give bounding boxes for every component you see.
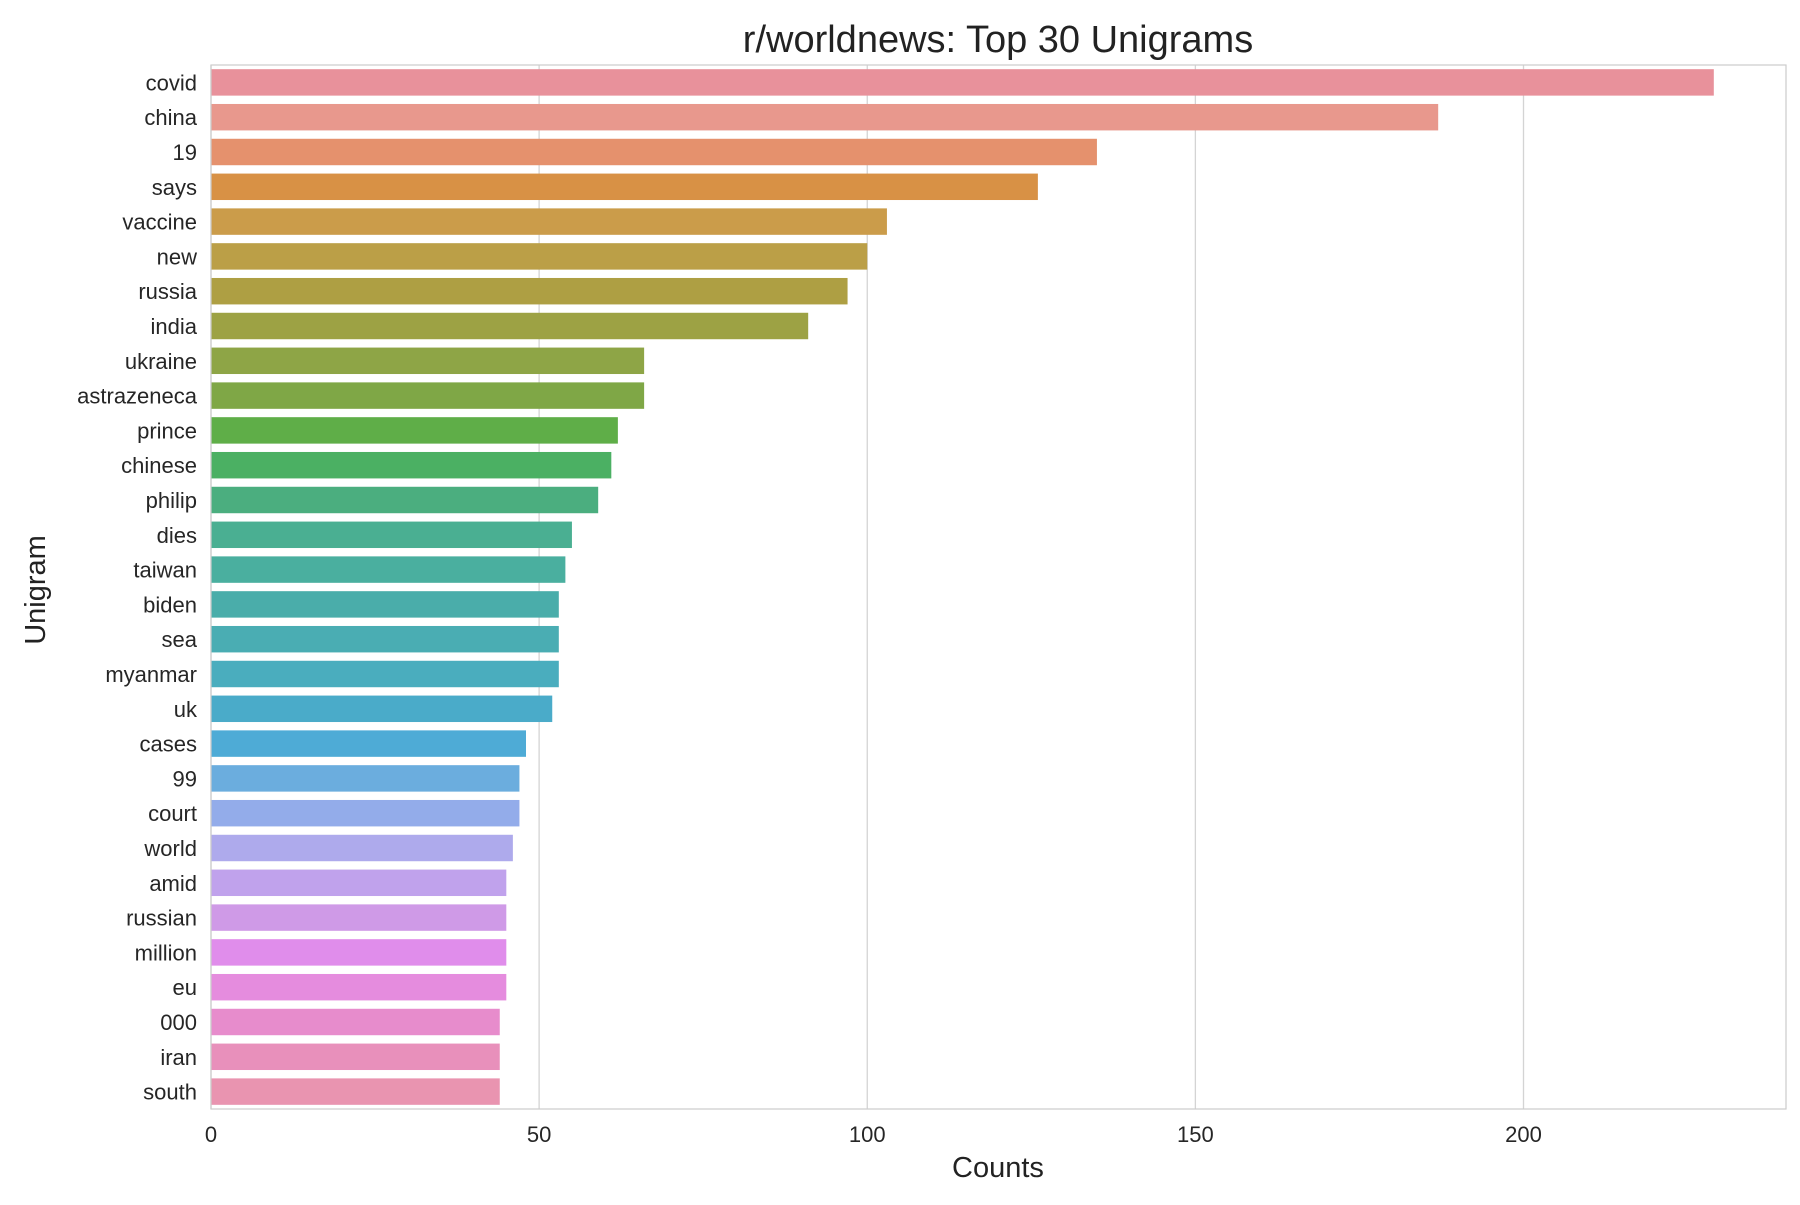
y-tick-label: world: [143, 836, 197, 861]
bar-eu: [211, 973, 507, 1001]
bar-iran: [211, 1043, 500, 1071]
bar-dies: [211, 521, 572, 549]
x-axis-label: Counts: [952, 1152, 1044, 1184]
bar-india: [211, 312, 809, 340]
y-tick-label: philip: [146, 488, 197, 513]
y-tick-label: 000: [160, 1010, 197, 1035]
bar-99: [211, 765, 520, 792]
bar-taiwan: [211, 556, 566, 583]
y-tick-label: 99: [173, 766, 197, 791]
bars: [211, 69, 1714, 1105]
y-tick-label: china: [144, 105, 197, 130]
y-tick-label: uk: [174, 697, 198, 722]
y-tick-label: vaccine: [122, 210, 197, 235]
y-tick-label: sea: [162, 627, 198, 652]
bar-sea: [211, 625, 559, 653]
x-tick-label: 100: [849, 1122, 886, 1147]
y-tick-label: biden: [143, 592, 197, 617]
bar-russia: [211, 277, 848, 305]
chart-title: r/worldnews: Top 30 Unigrams: [743, 19, 1253, 61]
x-tick-label: 150: [1177, 1122, 1214, 1147]
bar-chinese: [211, 451, 612, 479]
bar-19: [211, 138, 1097, 166]
y-tick-label: court: [148, 801, 197, 826]
bar-biden: [211, 591, 559, 618]
y-tick-label: 19: [173, 140, 197, 165]
y-tick-label: astrazeneca: [77, 384, 198, 409]
x-tick-label: 0: [205, 1122, 217, 1147]
bar-china: [211, 103, 1439, 131]
y-tick-label: iran: [160, 1045, 197, 1070]
y-tick-label: new: [157, 244, 197, 269]
y-tick-label: russian: [126, 906, 197, 931]
bar-000: [211, 1008, 500, 1036]
y-tick-label: dies: [157, 523, 197, 548]
bar-cases: [211, 730, 526, 757]
bar-world: [211, 834, 513, 862]
y-tick-label: myanmar: [105, 662, 197, 687]
bar-covid: [211, 69, 1714, 96]
y-tick-label: prince: [137, 418, 197, 443]
y-tick-label: taiwan: [133, 558, 197, 583]
bar-south: [211, 1078, 500, 1105]
bar-myanmar: [211, 660, 559, 688]
bar-court: [211, 799, 520, 827]
y-tick-label: india: [151, 314, 198, 339]
y-tick-label: ukraine: [125, 349, 197, 374]
bar-vaccine: [211, 208, 887, 235]
y-tick-label: covid: [146, 70, 197, 95]
plot-frame: [210, 64, 1787, 1110]
bar-amid: [211, 869, 507, 897]
x-tick-label: 50: [527, 1122, 551, 1147]
bar-says: [211, 173, 1038, 201]
y-tick-label: eu: [173, 975, 197, 1000]
bar-astrazeneca: [211, 382, 645, 409]
y-tick-label: million: [135, 940, 197, 965]
y-tick-label: cases: [140, 732, 197, 757]
bar-million: [211, 939, 507, 966]
y-axis-label: Unigram: [20, 535, 52, 645]
bar-new: [211, 243, 868, 270]
x-tick-labels: 0 50 100 150 200: [205, 1122, 1542, 1147]
bar-russian: [211, 904, 507, 931]
y-tick-label: says: [152, 175, 197, 200]
y-tick-label: chinese: [121, 453, 197, 478]
bar-prince: [211, 417, 618, 444]
bar-uk: [211, 695, 553, 723]
bar-ukraine: [211, 347, 645, 375]
y-tick-labels: covidchina19saysvaccinenewrussiaindiaukr…: [77, 70, 198, 1104]
y-tick-label: amid: [149, 871, 197, 896]
bar-philip: [211, 486, 599, 514]
y-tick-label: south: [143, 1080, 197, 1105]
y-tick-label: russia: [138, 279, 197, 304]
x-tick-label: 200: [1505, 1122, 1542, 1147]
